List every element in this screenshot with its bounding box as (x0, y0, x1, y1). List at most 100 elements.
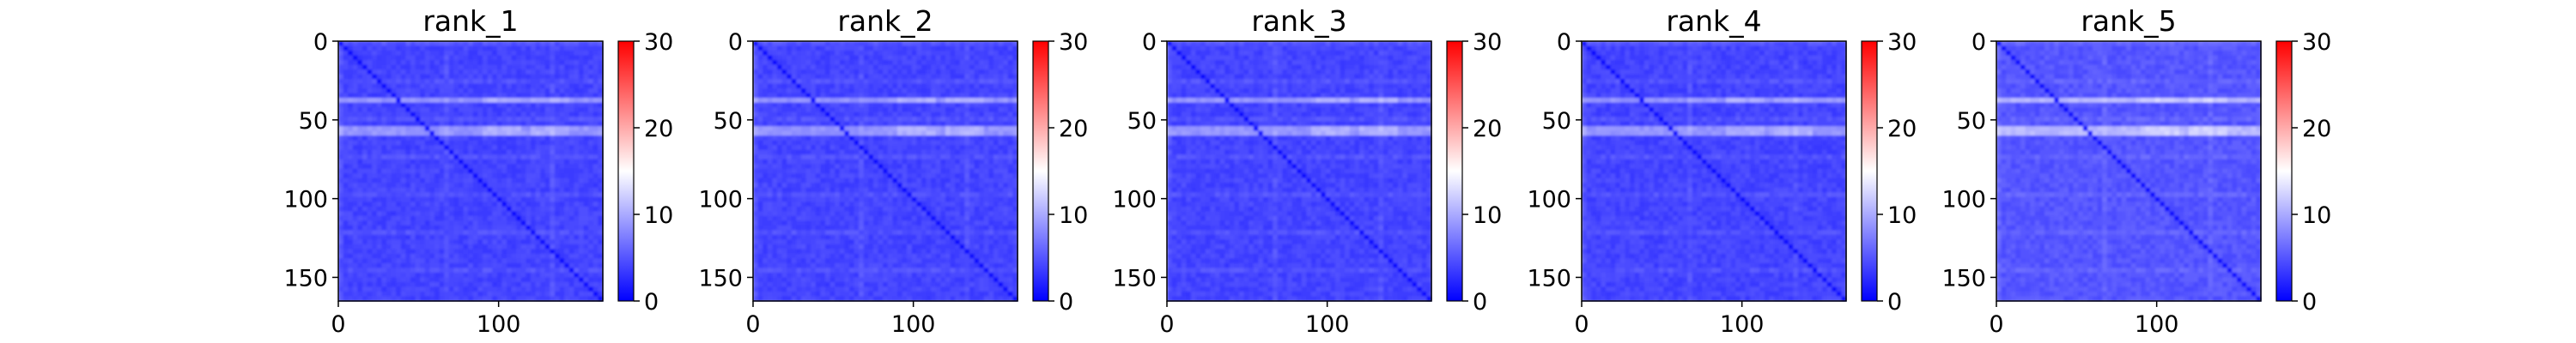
heatmap-cell (964, 111, 970, 117)
heatmap-cell (348, 202, 354, 208)
heatmap-cell (998, 187, 1004, 193)
heatmap-cell (492, 277, 498, 283)
heatmap-cell (598, 69, 604, 75)
heatmap-cell (564, 88, 570, 94)
heatmap-cell (583, 281, 589, 288)
heatmap-cell (753, 187, 759, 193)
heatmap-cell (540, 196, 546, 202)
heatmap-cell (376, 206, 382, 212)
heatmap-cell (367, 135, 373, 141)
heatmap-cell (931, 159, 937, 165)
heatmap-cell (415, 98, 421, 104)
heatmap-cell (950, 60, 956, 66)
heatmap-cell (487, 249, 493, 255)
heatmap-cell (588, 206, 594, 212)
heatmap-cell (1007, 149, 1013, 155)
heatmap-cell (753, 154, 759, 160)
heatmap-cell (805, 196, 811, 202)
heatmap-cell (753, 64, 759, 70)
heatmap-cell (376, 173, 382, 179)
heatmap-cell (352, 117, 358, 123)
heatmap-cell (829, 206, 835, 212)
heatmap-cell (420, 102, 426, 108)
heatmap-cell (998, 140, 1004, 146)
heatmap-cell (921, 102, 927, 108)
heatmap-cell (753, 60, 759, 66)
heatmap-cell (568, 149, 574, 155)
heatmap-cell (950, 93, 956, 99)
heatmap-cell (829, 196, 835, 202)
heatmap-cell (757, 51, 763, 57)
heatmap-cell (796, 178, 802, 184)
heatmap-cell (805, 145, 811, 151)
heatmap-cell (579, 111, 585, 117)
heatmap-cell (544, 74, 550, 80)
heatmap-cell (434, 111, 440, 117)
heatmap-cell (535, 102, 541, 108)
heatmap-cell (429, 258, 435, 264)
heatmap-cell (405, 88, 411, 94)
heatmap-cell (439, 234, 445, 240)
heatmap-cell (897, 154, 903, 160)
heatmap-cell (579, 45, 585, 51)
heatmap-cell (892, 83, 898, 89)
heatmap-cell (492, 130, 498, 136)
heatmap-cell (459, 159, 465, 165)
heatmap-cell (805, 55, 811, 61)
heatmap-cell (367, 164, 373, 170)
heatmap-cell (892, 164, 898, 170)
heatmap-cell (568, 230, 574, 236)
heatmap-cell (343, 183, 349, 189)
heatmap-cell (507, 145, 513, 151)
heatmap-cell (983, 45, 989, 51)
heatmap-cell (550, 154, 556, 160)
heatmap-cell (772, 102, 778, 108)
heatmap-cell (540, 258, 546, 264)
heatmap-cell (979, 159, 985, 165)
heatmap-cell (415, 102, 421, 108)
heatmap-cell (854, 178, 860, 184)
heatmap-cell (376, 130, 382, 136)
heatmap-cell (348, 102, 354, 108)
heatmap-cell (820, 69, 826, 75)
heatmap-cell (974, 74, 980, 80)
heatmap-cell (940, 69, 946, 75)
heatmap-cell (791, 60, 797, 66)
heatmap-cell (897, 74, 903, 80)
heatmap-cell (531, 244, 537, 250)
heatmap-cell (357, 183, 363, 189)
heatmap-cell (391, 202, 397, 208)
heatmap-cell (550, 98, 556, 104)
heatmap-cell (935, 173, 941, 179)
heatmap-cell (935, 98, 941, 104)
heatmap-cell (405, 55, 411, 61)
heatmap-cell (598, 244, 604, 250)
heatmap-cell (487, 93, 493, 99)
heatmap-cell (352, 253, 358, 260)
heatmap-cell (410, 79, 416, 85)
heatmap-cell (348, 253, 354, 260)
heatmap-cell (835, 173, 841, 179)
heatmap-cell (559, 135, 565, 141)
heatmap-cell (511, 268, 517, 274)
heatmap-cell (434, 225, 440, 231)
heatmap-cell (598, 121, 604, 127)
heatmap-cell (777, 183, 783, 189)
heatmap-cell (988, 173, 994, 179)
heatmap-cell (926, 79, 932, 85)
heatmap-cell (854, 64, 860, 70)
heatmap-cell (405, 192, 411, 198)
heatmap-cell (931, 145, 937, 151)
heatmap-cell (396, 79, 402, 85)
heatmap-cell (757, 183, 763, 189)
heatmap-cell (357, 187, 363, 193)
heatmap-cell (964, 140, 970, 146)
heatmap-cell (854, 126, 860, 132)
heatmap-cell (979, 41, 985, 47)
heatmap-cell (983, 140, 989, 146)
heatmap-cell (483, 230, 489, 236)
heatmap-cell (357, 88, 363, 94)
heatmap-cell (829, 98, 835, 104)
heatmap-cell (439, 74, 445, 80)
heatmap-cell (835, 159, 841, 165)
